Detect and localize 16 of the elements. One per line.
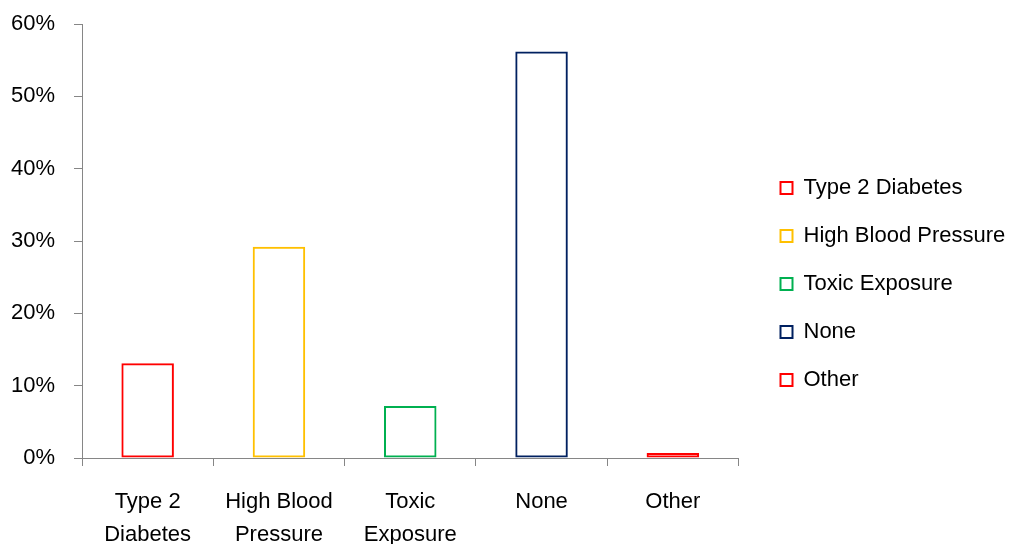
x-tick-label: Other <box>645 487 701 513</box>
x-tick-label: None <box>515 487 568 513</box>
y-tick-label: 0% <box>23 444 55 470</box>
y-tick-label: 50% <box>10 82 55 108</box>
x-tick-label: Type 2 Diabetes <box>104 487 192 546</box>
y-tick-label: 40% <box>10 154 55 180</box>
x-tick-label: High Blood Pressure <box>225 487 333 546</box>
legend-label: Toxic Exposure <box>803 270 953 296</box>
legend-label: High Blood Pressure <box>803 222 1006 248</box>
legend-label: None <box>803 318 857 344</box>
legend-label: Other <box>803 366 859 392</box>
y-tick-label: 60% <box>10 10 55 36</box>
y-tick-label: 20% <box>10 299 55 325</box>
legend-label: Type 2 Diabetes <box>803 174 963 200</box>
y-tick-label: 30% <box>10 227 55 253</box>
y-tick-label: 10% <box>10 371 55 397</box>
